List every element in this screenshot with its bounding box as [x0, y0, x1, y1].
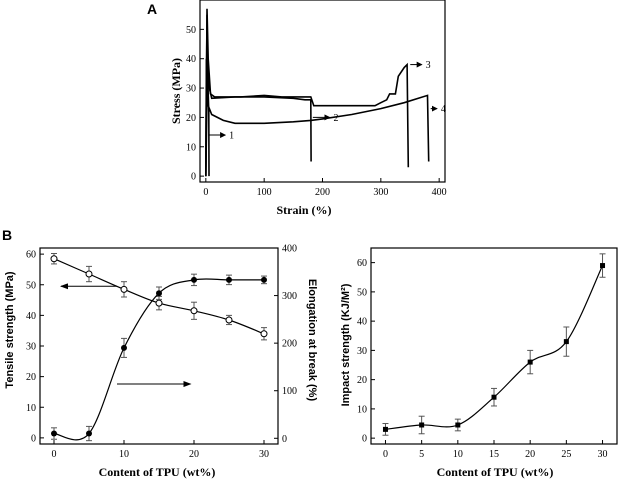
chart-a-xtick-label: 0 [203, 187, 208, 198]
chart-br-point-impact [382, 426, 388, 432]
chart-a-callout-label-4: 4 [441, 104, 446, 115]
chart-a-xtick-label: 200 [315, 187, 330, 198]
chart-b-right-frame [370, 247, 618, 445]
chart-bl-point-elongation [51, 430, 57, 437]
chart-a-ylabel: Stress (MPa) [169, 58, 183, 124]
chart-br-point-impact [455, 422, 461, 428]
chart-bl-point-tensile [120, 285, 128, 293]
chart-bl-point-tensile [50, 255, 58, 263]
chart-b-left-ylabel-right: Elongation at break (%) [306, 279, 318, 402]
chart-br-xtick-label: 5 [419, 449, 424, 460]
chart-bl-xtick-label: 20 [189, 449, 199, 460]
chart-bl-point-elongation [261, 276, 267, 283]
chart-bl-ytick-right-label: 400 [282, 244, 297, 255]
panel-label-b: B [2, 227, 12, 243]
chart-bl-ytick-right-label: 0 [282, 434, 287, 445]
chart-bl-xtick-label: 30 [259, 449, 269, 460]
chart-bl-xtick-label: 0 [52, 449, 57, 460]
chart-b-left-frame [39, 247, 279, 445]
chart-br-ytick-label: 10 [357, 404, 367, 415]
chart-br-xtick-label: 10 [453, 449, 463, 460]
chart-a-ytick-label: 50 [186, 25, 196, 36]
chart-br-point-impact [600, 263, 606, 269]
chart-a-ytick-label: 10 [186, 142, 196, 153]
chart-bl-ytick-right-label: 100 [282, 386, 297, 397]
chart-bl-point-elongation [86, 430, 92, 437]
chart-bl-point-tensile [155, 299, 163, 307]
chart-br-ytick-label: 60 [357, 258, 367, 269]
chart-a-curve-3 [205, 8, 410, 177]
chart-b-left-ylabel: Tensile strength (MPa) [4, 271, 16, 388]
chart-bl-ytick-label: 60 [26, 250, 36, 261]
chart-a-stress-strain: Strain (%) Stress (MPa) 0 100 200 300 400 0 10… [169, 0, 447, 217]
chart-bl-point-tensile [190, 307, 198, 315]
chart-br-xtick-label: 15 [489, 449, 499, 460]
chart-br-point-impact [563, 339, 569, 345]
chart-br-point-impact [491, 394, 497, 400]
chart-bl-ytick-label: 0 [31, 433, 36, 444]
chart-br-xtick-label: 30 [598, 449, 608, 460]
chart-a-ytick-label: 40 [186, 54, 196, 65]
chart-bl-ytick-label: 40 [26, 311, 36, 322]
chart-br-xtick-label: 25 [561, 449, 571, 460]
chart-bl-point-elongation [226, 276, 232, 283]
chart-a-ytick-label: 30 [186, 84, 196, 95]
chart-a-ytick-label: 0 [191, 172, 196, 183]
chart-br-ytick-label: 20 [357, 375, 367, 386]
chart-b-left-xlabel: Content of TPU (wt%) [99, 465, 216, 479]
chart-bl-point-tensile [225, 316, 233, 324]
chart-br-ytick-label: 50 [357, 287, 367, 298]
chart-bl-ytick-label: 50 [26, 280, 36, 291]
chart-br-xtick-label: 20 [525, 449, 535, 460]
chart-b-left-tensile-elongation: Content of TPU (wt%) Tensile strength (M… [4, 244, 318, 480]
chart-b-right-impact: Content of TPU (wt%) Impact strength (KJ… [340, 247, 618, 479]
chart-bl-ytick-label: 20 [26, 372, 36, 383]
chart-bl-point-tensile [260, 330, 268, 338]
chart-a-curve-4 [205, 58, 312, 177]
chart-a-xlabel: Strain (%) [277, 203, 332, 217]
chart-a-xtick-label: 300 [373, 187, 388, 198]
chart-bl-point-elongation [121, 344, 127, 351]
chart-bl-ytick-right-label: 200 [282, 339, 297, 350]
chart-br-ytick-label: 30 [357, 346, 367, 357]
chart-a-callout-label-1: 1 [229, 131, 234, 142]
chart-br-ytick-label: 0 [362, 434, 367, 445]
chart-bl-point-elongation [191, 276, 197, 283]
chart-br-xtick-label: 0 [383, 449, 388, 460]
chart-a-xtick-label: 100 [257, 187, 272, 198]
chart-bl-point-tensile [85, 270, 93, 278]
chart-b-right-ylabel: Impact strength (KJ/M²) [340, 283, 352, 406]
chart-bl-ytick-label: 30 [26, 342, 36, 353]
chart-bl-point-elongation [156, 290, 162, 297]
chart-bl-ytick-right-label: 300 [282, 291, 297, 302]
panel-label-a: A [147, 1, 157, 17]
chart-b-right-xlabel: Content of TPU (wt%) [437, 465, 554, 479]
chart-br-point-impact [527, 359, 533, 365]
chart-br-point-impact [419, 422, 425, 428]
chart-a-ytick-label: 20 [186, 113, 196, 124]
chart-bl-xtick-label: 10 [119, 449, 129, 460]
chart-a-callout-label-2: 2 [334, 113, 339, 124]
chart-a-callout-label-3: 3 [426, 60, 431, 71]
chart-br-ytick-label: 40 [357, 317, 367, 328]
chart-a-xtick-label: 400 [432, 187, 447, 198]
chart-bl-ytick-label: 10 [26, 403, 36, 414]
